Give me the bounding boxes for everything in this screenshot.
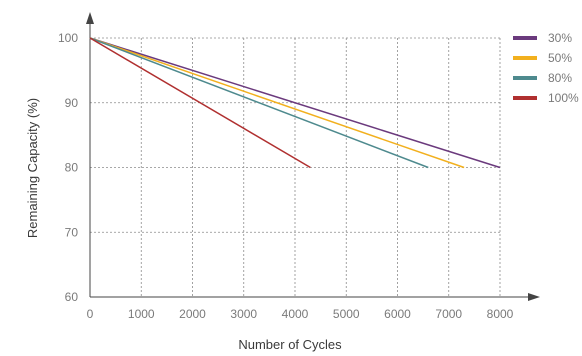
y-axis-label: Remaining Capacity (%): [25, 98, 40, 238]
x-tick-label: 7000: [435, 307, 462, 321]
x-tick-label: 1000: [128, 307, 155, 321]
axis-labels: Number of Cycles Remaining Capacity (%): [25, 98, 342, 352]
legend-swatch: [513, 96, 537, 100]
y-axis-arrow: [86, 12, 94, 24]
y-tick-label: 70: [65, 225, 79, 239]
series-lines: [89, 37, 501, 169]
x-tick-label: 8000: [487, 307, 514, 321]
y-tick-label: 60: [65, 290, 79, 304]
legend-swatch: [513, 76, 537, 80]
legend-label: 80%: [548, 71, 572, 85]
axes: [86, 12, 540, 301]
y-tick-label: 100: [58, 31, 78, 45]
x-tick-label: 4000: [282, 307, 309, 321]
legend-label: 50%: [548, 51, 572, 65]
x-tick-label: 6000: [384, 307, 411, 321]
legend-swatch: [513, 56, 537, 60]
x-tick-label: 3000: [230, 307, 257, 321]
legend-swatch: [513, 36, 537, 40]
x-axis-label: Number of Cycles: [238, 337, 342, 352]
x-axis-arrow: [528, 293, 540, 301]
x-tick-label: 2000: [179, 307, 206, 321]
legend: 30% 50% 80% 100%: [513, 31, 579, 105]
series-line-50pct: [89, 37, 465, 169]
series-line-80pct: [89, 37, 429, 169]
y-tick-label: 80: [65, 161, 79, 175]
tick-labels: 0 1000 2000 3000 4000 5000 6000 7000 8000 60 70 80 9…: [58, 31, 514, 321]
grid-lines: [90, 37, 501, 297]
y-tick-label: 90: [65, 96, 79, 110]
legend-label: 100%: [548, 91, 579, 105]
series-line-30pct: [89, 37, 501, 169]
x-tick-label: 5000: [333, 307, 360, 321]
series-line-100pct: [89, 37, 311, 169]
legend-label: 30%: [548, 31, 572, 45]
x-tick-label: 0: [87, 307, 94, 321]
